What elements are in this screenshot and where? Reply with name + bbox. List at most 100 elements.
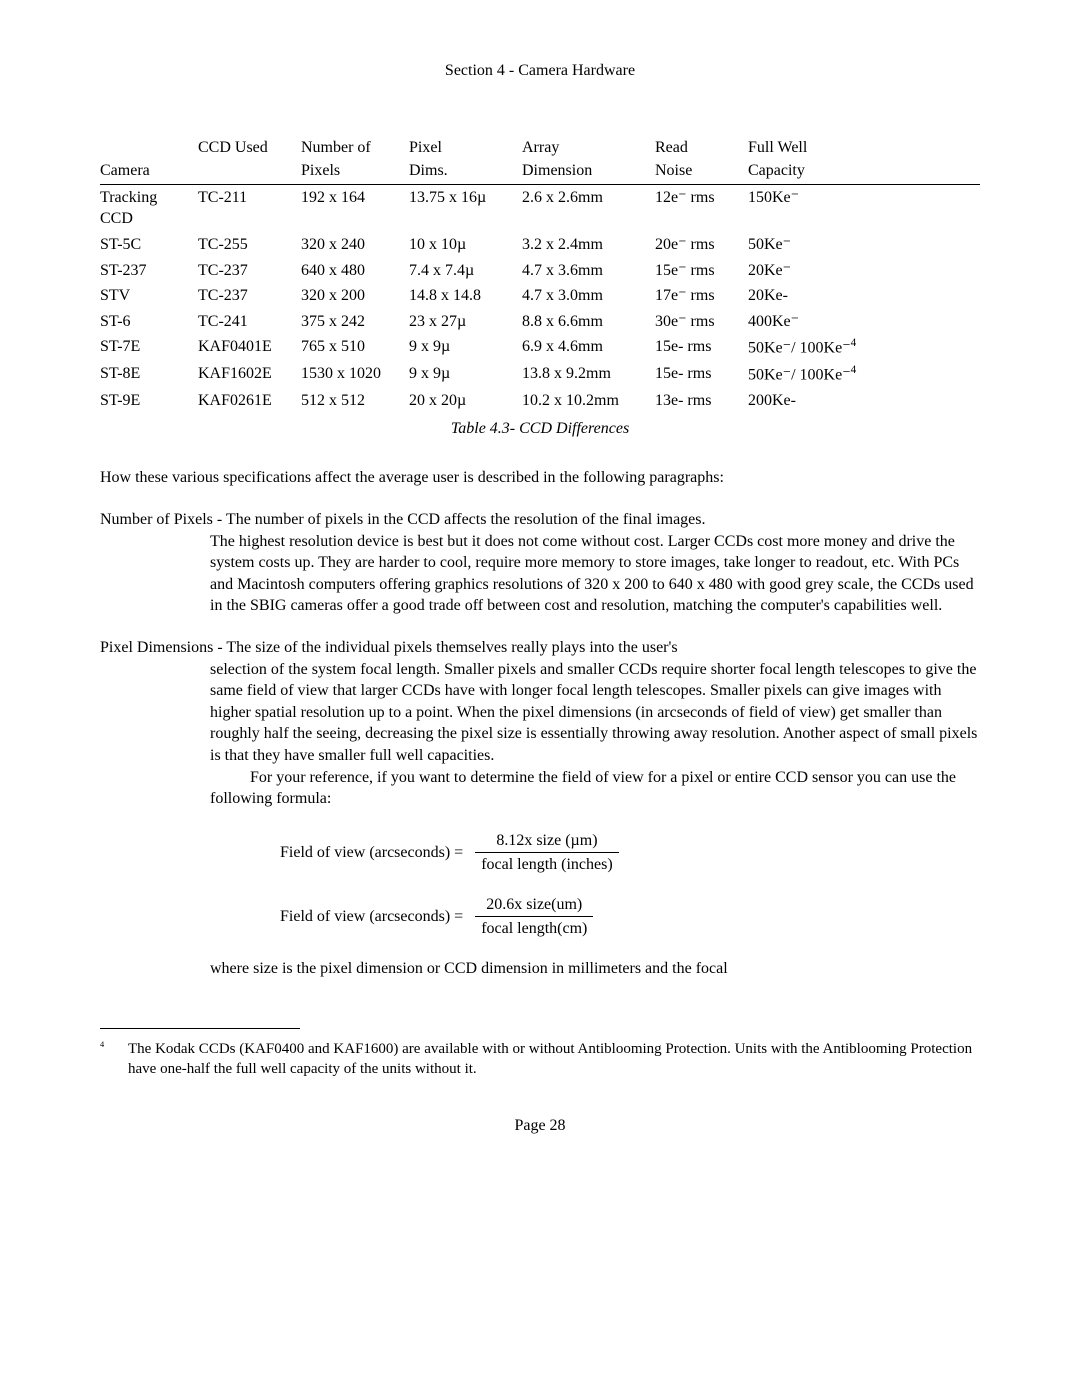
cell-array: 10.2 x 10.2mm — [522, 388, 655, 414]
section-header: Section 4 - Camera Hardware — [100, 60, 980, 82]
cell-pixdim: 10 x 10µ — [409, 232, 522, 258]
formula-numerator: 20.6x size(um) — [475, 894, 593, 918]
col-full-h1: Full Well — [748, 137, 980, 161]
cell-camera: ST-237 — [100, 258, 198, 284]
cell-pixdim: 9 x 9µ — [409, 361, 522, 388]
col-ccd-h2 — [198, 160, 301, 184]
formula-denominator: focal length(cm) — [475, 917, 593, 940]
cell-ccd: TC-237 — [198, 283, 301, 309]
def-pixel-dimensions: Pixel Dimensions - The size of the indiv… — [100, 637, 980, 810]
cell-pixels: 512 x 512 — [301, 388, 409, 414]
table-row: ST-7EKAF0401E765 x 5109 x 9µ6.9 x 4.6mm1… — [100, 334, 980, 361]
cell-full-well: 50Ke⁻ — [748, 232, 980, 258]
cell-array: 2.6 x 2.6mm — [522, 184, 655, 232]
cell-full-well: 50Ke⁻/ 100Ke⁻4 — [748, 361, 980, 388]
def-body: The highest resolution device is best bu… — [210, 531, 980, 617]
col-pixdim-h1: Pixel — [409, 137, 522, 161]
table-row: ST-237TC-237640 x 4807.4 x 7.4µ4.7 x 3.6… — [100, 258, 980, 284]
cell-pixels: 320 x 240 — [301, 232, 409, 258]
def-number-of-pixels: Number of Pixels - The number of pixels … — [100, 509, 980, 617]
cell-read: 13e- rms — [655, 388, 748, 414]
table-row: STVTC-237320 x 20014.8 x 14.84.7 x 3.0mm… — [100, 283, 980, 309]
table-row: TrackingCCDTC-211192 x 16413.75 x 16µ2.6… — [100, 184, 980, 232]
cell-read: 30e⁻ rms — [655, 309, 748, 335]
cell-ccd: KAF0261E — [198, 388, 301, 414]
footnote-text: The Kodak CCDs (KAF0400 and KAF1600) are… — [128, 1039, 980, 1080]
table-caption: Table 4.3- CCD Differences — [100, 418, 980, 440]
cell-read: 15e⁻ rms — [655, 258, 748, 284]
cell-full-well: 50Ke⁻/ 100Ke⁻4 — [748, 334, 980, 361]
cell-ccd: KAF1602E — [198, 361, 301, 388]
cell-pixdim: 14.8 x 14.8 — [409, 283, 522, 309]
cell-ccd: TC-211 — [198, 184, 301, 232]
formula-numerator: 8.12x size (µm) — [475, 830, 619, 854]
page-number: Page 28 — [100, 1115, 980, 1137]
cell-ccd: TC-241 — [198, 309, 301, 335]
col-pixels-h1: Number of — [301, 137, 409, 161]
footnote-rule — [100, 1028, 300, 1029]
formula-2: Field of view (arcseconds) = 20.6x size(… — [280, 894, 980, 940]
cell-full-well: 20Ke- — [748, 283, 980, 309]
cell-camera: STV — [100, 283, 198, 309]
cell-pixdim: 9 x 9µ — [409, 334, 522, 361]
cell-camera: ST-7E — [100, 334, 198, 361]
def-term: Pixel Dimensions — [100, 639, 213, 656]
table-row: ST-5CTC-255320 x 24010 x 10µ3.2 x 2.4mm2… — [100, 232, 980, 258]
cell-pixels: 1530 x 1020 — [301, 361, 409, 388]
col-array-h2: Dimension — [522, 160, 655, 184]
def-body: selection of the system focal length. Sm… — [210, 659, 980, 767]
formula-denominator: focal length (inches) — [475, 853, 619, 876]
cell-pixels: 640 x 480 — [301, 258, 409, 284]
def-continuation: For your reference, if you want to deter… — [210, 767, 980, 810]
cell-camera: ST-9E — [100, 388, 198, 414]
cell-pixels: 320 x 200 — [301, 283, 409, 309]
ccd-table: CCD Used Number of Pixel Array Read Full… — [100, 137, 980, 414]
cell-read: 15e- rms — [655, 361, 748, 388]
cell-array: 3.2 x 2.4mm — [522, 232, 655, 258]
cell-camera: TrackingCCD — [100, 184, 198, 232]
table-row: ST-9EKAF0261E512 x 51220 x 20µ10.2 x 10.… — [100, 388, 980, 414]
cell-full-well: 400Ke⁻ — [748, 309, 980, 335]
formula-lhs: Field of view (arcseconds) = — [280, 908, 467, 925]
formula-1: Field of view (arcseconds) = 8.12x size … — [280, 830, 980, 876]
col-full-h2: Capacity — [748, 160, 980, 184]
cell-array: 13.8 x 9.2mm — [522, 361, 655, 388]
cell-pixdim: 23 x 27µ — [409, 309, 522, 335]
def-sep: - — [213, 639, 226, 656]
footnote-number: 4 — [100, 1040, 104, 1049]
cell-full-well: 150Ke⁻ — [748, 184, 980, 232]
col-read-h2: Noise — [655, 160, 748, 184]
cell-array: 6.9 x 4.6mm — [522, 334, 655, 361]
col-pixdim-h2: Dims. — [409, 160, 522, 184]
formula-lhs: Field of view (arcseconds) = — [280, 843, 467, 860]
cell-read: 17e⁻ rms — [655, 283, 748, 309]
cell-pixels: 192 x 164 — [301, 184, 409, 232]
col-read-h1: Read — [655, 137, 748, 161]
cell-read: 15e- rms — [655, 334, 748, 361]
cell-camera: ST-5C — [100, 232, 198, 258]
cell-full-well: 20Ke⁻ — [748, 258, 980, 284]
cell-camera: ST-6 — [100, 309, 198, 335]
cell-read: 12e⁻ rms — [655, 184, 748, 232]
cell-ccd: TC-237 — [198, 258, 301, 284]
def-lead: The number of pixels in the CCD affects … — [226, 511, 706, 528]
cell-pixdim: 20 x 20µ — [409, 388, 522, 414]
table-row: ST-8EKAF1602E1530 x 10209 x 9µ13.8 x 9.2… — [100, 361, 980, 388]
col-array-h1: Array — [522, 137, 655, 161]
cell-read: 20e⁻ rms — [655, 232, 748, 258]
footnote: 4 The Kodak CCDs (KAF0400 and KAF1600) a… — [100, 1039, 980, 1080]
cell-pixels: 375 x 242 — [301, 309, 409, 335]
cell-pixels: 765 x 510 — [301, 334, 409, 361]
col-ccd-h1: CCD Used — [198, 137, 301, 161]
intro-paragraph: How these various specifications affect … — [100, 467, 980, 489]
col-pixels-h2: Pixels — [301, 160, 409, 184]
def-sep: - — [213, 511, 226, 528]
cell-array: 4.7 x 3.0mm — [522, 283, 655, 309]
cell-pixdim: 7.4 x 7.4µ — [409, 258, 522, 284]
cell-array: 4.7 x 3.6mm — [522, 258, 655, 284]
def-term: Number of Pixels — [100, 511, 213, 528]
cell-full-well: 200Ke- — [748, 388, 980, 414]
cell-pixdim: 13.75 x 16µ — [409, 184, 522, 232]
table-row: ST-6TC-241375 x 24223 x 27µ8.8 x 6.6mm30… — [100, 309, 980, 335]
cell-ccd: KAF0401E — [198, 334, 301, 361]
